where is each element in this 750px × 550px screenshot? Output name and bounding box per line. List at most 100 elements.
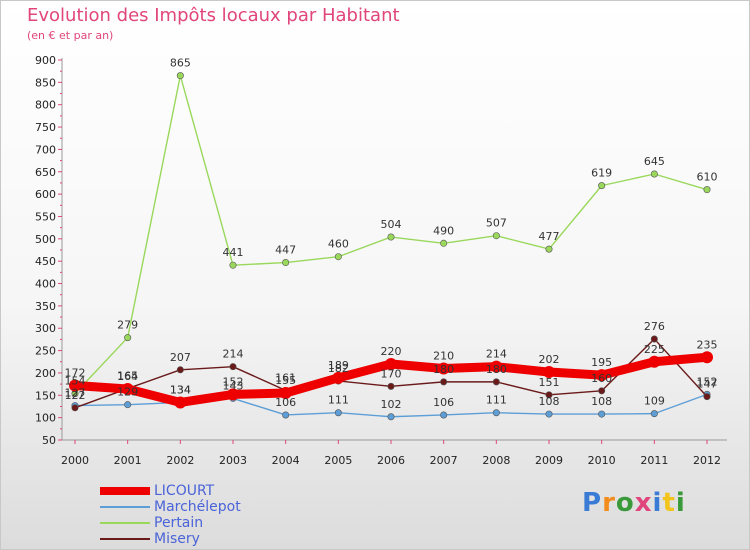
data-label-licourt: 134 — [170, 383, 191, 396]
data-label-pertain: 279 — [117, 319, 138, 332]
data-label-marchelepot: 108 — [539, 395, 560, 408]
data-label-misery: 214 — [223, 348, 244, 361]
data-label-misery: 182 — [328, 362, 349, 375]
data-label-marchelepot: 102 — [381, 398, 402, 411]
data-label-pertain: 865 — [170, 57, 191, 70]
data-point-licourt — [385, 358, 397, 370]
data-point-misery — [703, 393, 711, 401]
logo-letter: P — [582, 488, 603, 518]
data-point-pertain — [492, 232, 500, 240]
y-tick-label: 350 — [35, 300, 56, 313]
data-label-pertain: 504 — [381, 218, 402, 231]
data-label-misery: 147 — [697, 378, 718, 391]
logo-letter: r — [602, 488, 616, 518]
logo-letter: i — [675, 488, 686, 518]
chart-subtitle: (en € et par an) — [27, 29, 114, 42]
y-tick-label: 400 — [35, 278, 56, 291]
data-point-marchelepot — [545, 410, 553, 418]
y-tick-label: 500 — [35, 233, 56, 246]
data-point-licourt — [332, 371, 345, 384]
x-tick-label: 2002 — [166, 454, 194, 467]
y-tick-label: 550 — [35, 210, 56, 223]
data-label-misery: 276 — [644, 320, 665, 333]
y-tick-label: 450 — [35, 255, 56, 268]
data-label-marchelepot: 108 — [591, 395, 612, 408]
data-label-licourt: 225 — [644, 343, 665, 356]
data-point-pertain — [334, 253, 342, 261]
data-label-licourt: 164 — [117, 370, 138, 383]
data-point-marchelepot — [282, 411, 290, 419]
y-tick-label: 900 — [35, 54, 56, 67]
data-point-misery — [650, 335, 658, 343]
data-point-marchelepot — [650, 410, 658, 418]
data-label-licourt: 220 — [381, 345, 402, 358]
data-label-marchelepot: 109 — [644, 395, 665, 408]
data-point-licourt — [121, 383, 134, 396]
data-point-pertain — [229, 261, 237, 269]
data-label-pertain: 507 — [486, 217, 507, 230]
data-label-pertain: 154 — [65, 375, 86, 388]
x-tick-label: 2011 — [640, 454, 668, 467]
data-label-pertain: 441 — [223, 246, 244, 259]
data-point-misery — [176, 366, 184, 374]
data-label-misery: 161 — [275, 371, 296, 384]
data-point-licourt — [490, 360, 503, 373]
x-tick-label: 2008 — [482, 454, 510, 467]
data-label-licourt: 172 — [65, 366, 86, 379]
data-point-licourt — [227, 388, 239, 401]
data-point-misery — [387, 382, 395, 390]
data-label-marchelepot: 134 — [170, 383, 191, 396]
data-label-pertain: 610 — [697, 171, 718, 184]
data-point-pertain — [282, 259, 290, 267]
data-point-marchelepot — [334, 409, 342, 417]
data-label-misery: 122 — [65, 389, 86, 402]
data-point-licourt — [437, 362, 450, 375]
data-point-pertain — [440, 239, 448, 247]
data-label-pertain: 490 — [433, 224, 454, 237]
data-label-licourt: 195 — [591, 356, 612, 369]
y-tick-label: 300 — [35, 322, 56, 335]
data-point-misery — [440, 378, 448, 386]
data-point-misery — [229, 363, 237, 371]
data-label-licourt: 189 — [328, 359, 349, 372]
data-label-marchelepot: 127 — [65, 387, 86, 400]
logo-letter: x — [634, 488, 653, 518]
x-tick-label: 2003 — [219, 454, 247, 467]
y-tick-label: 600 — [35, 188, 56, 201]
data-point-licourt — [701, 351, 713, 364]
x-tick-label: 2007 — [430, 454, 458, 467]
data-point-pertain — [545, 245, 553, 253]
y-tick-label: 100 — [35, 412, 56, 425]
chart-title: Evolution des Impôts locaux par Habitant — [27, 5, 400, 26]
y-tick-label: 250 — [35, 345, 56, 358]
data-label-licourt: 210 — [433, 349, 454, 362]
data-point-pertain — [176, 72, 184, 80]
data-point-pertain — [703, 186, 711, 194]
data-label-misery: 170 — [381, 367, 402, 380]
data-point-pertain — [124, 334, 132, 342]
x-tick-label: 2010 — [588, 454, 616, 467]
data-label-misery: 180 — [486, 363, 507, 376]
data-label-licourt: 214 — [486, 348, 507, 361]
data-label-pertain: 645 — [644, 155, 665, 168]
y-tick-label: 200 — [35, 367, 56, 380]
data-point-licourt — [648, 355, 661, 368]
data-point-pertain — [598, 182, 606, 190]
legend-swatch — [100, 506, 150, 508]
data-label-licourt: 202 — [539, 353, 560, 366]
data-label-marchelepot: 129 — [117, 386, 138, 399]
data-label-licourt: 155 — [275, 374, 296, 387]
y-tick-label: 700 — [35, 143, 56, 156]
legend-label: Misery — [154, 531, 200, 547]
logo-letter: t — [662, 488, 676, 518]
y-tick-label: 750 — [35, 121, 56, 134]
logo-letter: o — [615, 488, 635, 518]
data-label-misery: 207 — [170, 351, 191, 364]
x-tick-label: 2006 — [377, 454, 405, 467]
legend-swatch — [100, 522, 150, 524]
data-point-marchelepot — [598, 410, 606, 418]
data-label-pertain: 460 — [328, 238, 349, 251]
data-label-pertain: 477 — [539, 230, 560, 243]
data-point-misery — [492, 378, 500, 386]
